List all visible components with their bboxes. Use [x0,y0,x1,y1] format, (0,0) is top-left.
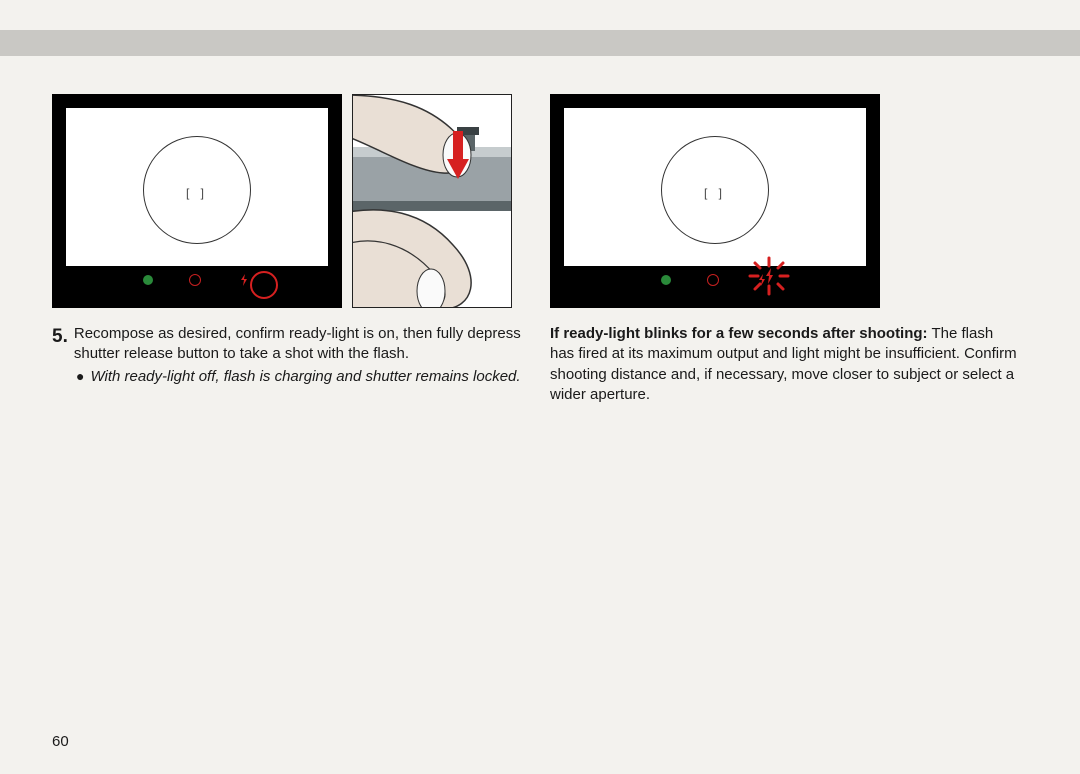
step-text: Recompose as desired, confirm ready-ligh… [74,324,522,365]
viewfinder-af-brackets: [ ] [186,186,208,200]
viewfinder-figure-right: [ ] [550,94,880,308]
right-text-block: If ready-light blinks for a few seconds … [550,324,1020,405]
bullet-icon: ● [76,367,84,387]
led-green-icon [143,275,153,285]
viewfinder-af-brackets: [ ] [704,186,726,200]
step-5-note-row: ● With ready-light off, flash is chargin… [52,367,522,387]
page-top-bar [0,30,1080,56]
viewfinder-led-strip [66,266,328,294]
shutter-press-svg [353,95,512,308]
led-flash-ready-icon [237,273,251,287]
viewfinder-led-strip [564,266,866,294]
step-number: 5. [52,324,68,350]
right-column: [ ] [550,94,1020,405]
step-note-text: With ready-light off, flash is charging … [90,367,520,387]
page-number: 60 [52,733,69,750]
ready-light-blink-highlight [746,256,792,301]
right-figures-row: [ ] [550,94,1020,308]
led-red-ring-icon [189,274,201,286]
step-5-row: 5. Recompose as desired, confirm ready-l… [52,324,522,365]
left-column: [ ] [52,94,522,405]
viewfinder-figure-left: [ ] [52,94,342,308]
shutter-press-figure [352,94,512,308]
right-heading: If ready-light blinks for a few seconds … [550,325,928,342]
led-green-icon [661,275,671,285]
page-content: [ ] [52,94,1036,405]
led-red-ring-icon [707,274,719,286]
left-figures-row: [ ] [52,94,522,308]
ready-light-circle-highlight [250,271,278,299]
left-text-block: 5. Recompose as desired, confirm ready-l… [52,324,522,387]
